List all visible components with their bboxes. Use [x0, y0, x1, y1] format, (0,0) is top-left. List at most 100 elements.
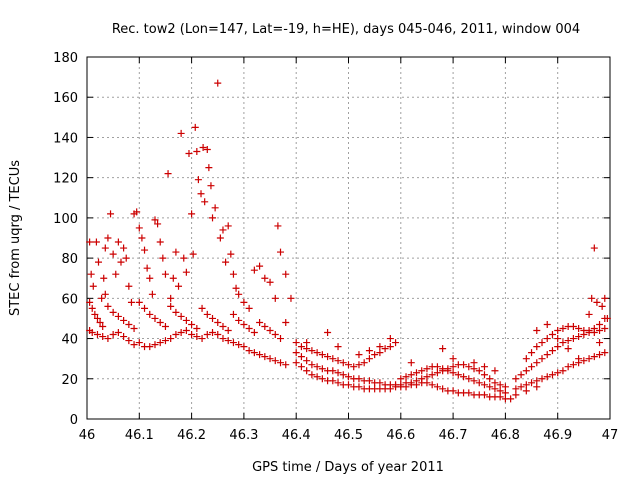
- data-point: [92, 238, 100, 246]
- data-point: [229, 339, 237, 347]
- data-point: [182, 327, 190, 335]
- data-point: [596, 339, 604, 347]
- x-tick-label: 47: [602, 428, 619, 443]
- data-point: [564, 363, 572, 371]
- data-point: [596, 320, 604, 328]
- x-tick-label: 46.4: [282, 428, 311, 443]
- data-point: [224, 337, 232, 345]
- x-tick-label: 46: [79, 428, 96, 443]
- data-point: [480, 391, 488, 399]
- data-point: [156, 339, 164, 347]
- data-point: [201, 198, 209, 206]
- data-point: [538, 355, 546, 363]
- data-point: [512, 391, 520, 399]
- data-point: [465, 389, 473, 397]
- data-point: [93, 314, 101, 322]
- data-point: [91, 310, 99, 318]
- data-point: [86, 238, 94, 246]
- data-point: [554, 343, 562, 351]
- data-point: [329, 377, 337, 385]
- y-tick-label: 60: [61, 292, 78, 307]
- data-point: [274, 222, 282, 230]
- data-point: [449, 387, 457, 395]
- data-point: [109, 308, 117, 316]
- data-point: [198, 335, 206, 343]
- data-point: [528, 379, 536, 387]
- data-point: [98, 294, 106, 302]
- data-point: [146, 310, 154, 318]
- data-point: [548, 371, 556, 379]
- data-point: [109, 250, 117, 258]
- data-point: [313, 349, 321, 357]
- y-tick-label: 80: [61, 252, 78, 267]
- data-point: [598, 302, 606, 310]
- data-point: [245, 304, 253, 312]
- data-point: [188, 331, 196, 339]
- data-point: [548, 347, 556, 355]
- data-point: [318, 351, 326, 359]
- data-point: [161, 337, 169, 345]
- y-axis-label: STEC from uqrg / TECUs: [8, 160, 23, 316]
- data-point: [329, 367, 337, 375]
- data-point: [559, 325, 567, 332]
- data-point: [360, 359, 368, 367]
- x-axis: 46 46.1 46.2 46.3 46.4 46.5 46.6 46.7 46.8 46.9 47: [79, 57, 619, 443]
- data-point: [402, 373, 410, 381]
- data-point: [141, 246, 149, 254]
- data-point: [143, 264, 151, 272]
- data-point: [135, 298, 143, 306]
- data-point: [334, 357, 342, 365]
- data-point: [156, 318, 164, 326]
- data-point: [386, 385, 394, 393]
- y-tick-label: 160: [53, 91, 78, 106]
- data-point: [100, 274, 108, 282]
- data-point: [250, 266, 258, 274]
- data-point: [224, 222, 232, 230]
- data-point: [177, 129, 185, 137]
- data-point: [261, 322, 269, 330]
- data-point: [205, 164, 213, 172]
- data-point: [501, 389, 509, 397]
- data-point: [146, 343, 154, 351]
- data-point: [543, 335, 551, 343]
- data-point: [214, 318, 222, 326]
- data-point: [486, 383, 494, 391]
- data-point: [533, 377, 541, 385]
- data-point: [512, 385, 520, 393]
- data-point: [104, 335, 112, 343]
- data-point: [588, 294, 596, 302]
- data-point: [423, 365, 431, 373]
- data-point: [209, 314, 217, 322]
- data-point: [146, 274, 154, 282]
- grid-lines: [87, 57, 610, 419]
- x-tick-label: 46.2: [177, 428, 206, 443]
- data-point: [585, 355, 593, 363]
- data-point: [449, 355, 457, 363]
- x-tick-label: 46.6: [386, 428, 415, 443]
- data-point: [507, 395, 515, 403]
- data-point: [554, 369, 562, 377]
- data-point: [188, 320, 196, 328]
- data-point: [501, 383, 509, 391]
- data-point: [355, 375, 363, 383]
- data-point: [601, 349, 609, 357]
- data-point: [601, 325, 609, 332]
- data-point: [203, 331, 211, 339]
- data-point: [339, 359, 347, 367]
- data-point: [180, 254, 188, 262]
- data-point: [154, 220, 162, 228]
- x-tick-label: 46.8: [491, 428, 520, 443]
- data-point: [444, 367, 452, 375]
- data-point: [89, 282, 97, 290]
- data-point: [496, 393, 504, 401]
- data-point: [564, 337, 572, 345]
- y-tick-label: 40: [61, 333, 78, 348]
- data-point: [235, 290, 243, 298]
- data-point: [114, 312, 122, 320]
- data-point: [569, 335, 577, 343]
- data-point: [365, 355, 373, 363]
- data-point: [209, 329, 217, 337]
- data-point: [104, 302, 112, 310]
- data-point: [528, 349, 536, 357]
- data-point: [480, 371, 488, 379]
